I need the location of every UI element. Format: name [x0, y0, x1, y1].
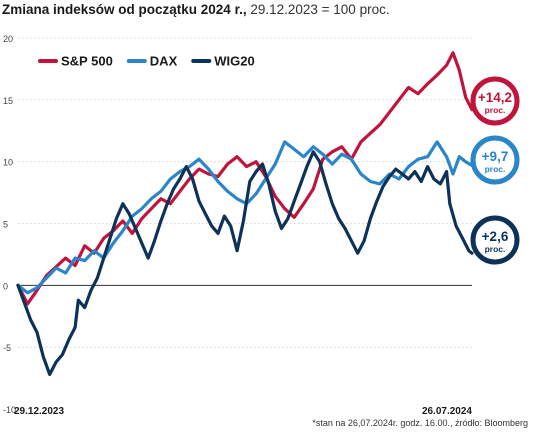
series-line-dax — [16, 140, 474, 295]
chart-title-row: Zmiana indeksów od początku 2024 r., 29.… — [2, 2, 390, 17]
y-tick-label: 20 — [3, 34, 13, 44]
legend: S&P 500 DAX WIG20 — [38, 54, 255, 69]
series-line-s-p-500 — [16, 51, 474, 306]
y-axis-ticks: -10 -5 0 5 10 15 20 — [3, 34, 16, 415]
x-tick-label: 26.07.2024 — [422, 406, 472, 417]
y-tick-label: -10 — [3, 405, 16, 415]
end-value-unit: proc. — [485, 244, 506, 254]
source-footnote: *stan na 26,07.2024r. godz. 16.00., źród… — [312, 418, 528, 428]
end-value-badge — [470, 76, 520, 126]
y-tick-label: 0 — [3, 281, 8, 291]
legend-label: DAX — [150, 54, 178, 69]
end-value-label: +14,2 — [478, 90, 512, 105]
end-value-label: +2,6 — [482, 229, 509, 244]
x-axis-labels: 29.12.2023 26.07.2024 — [14, 406, 472, 417]
y-tick-label: -5 — [3, 343, 11, 353]
end-value-badge — [470, 215, 520, 265]
legend-label: S&P 500 — [61, 54, 113, 69]
end-value-unit: proc. — [485, 164, 506, 174]
y-tick-label: 15 — [3, 96, 13, 106]
chart-subtitle: 29.12.2023 = 100 proc. — [250, 2, 390, 17]
y-tick-label: 10 — [3, 158, 13, 168]
legend-label: WIG20 — [214, 54, 254, 69]
end-value-unit: proc. — [485, 105, 506, 115]
end-value-label: +9,7 — [482, 149, 509, 164]
end-value-badge — [470, 135, 520, 185]
series-lines — [16, 51, 474, 376]
x-tick-label: 29.12.2023 — [14, 406, 64, 417]
y-tick-label: 5 — [3, 220, 8, 230]
chart-title: Zmiana indeksów od początku 2024 r., — [2, 2, 247, 17]
series-line-wig20 — [16, 150, 474, 376]
